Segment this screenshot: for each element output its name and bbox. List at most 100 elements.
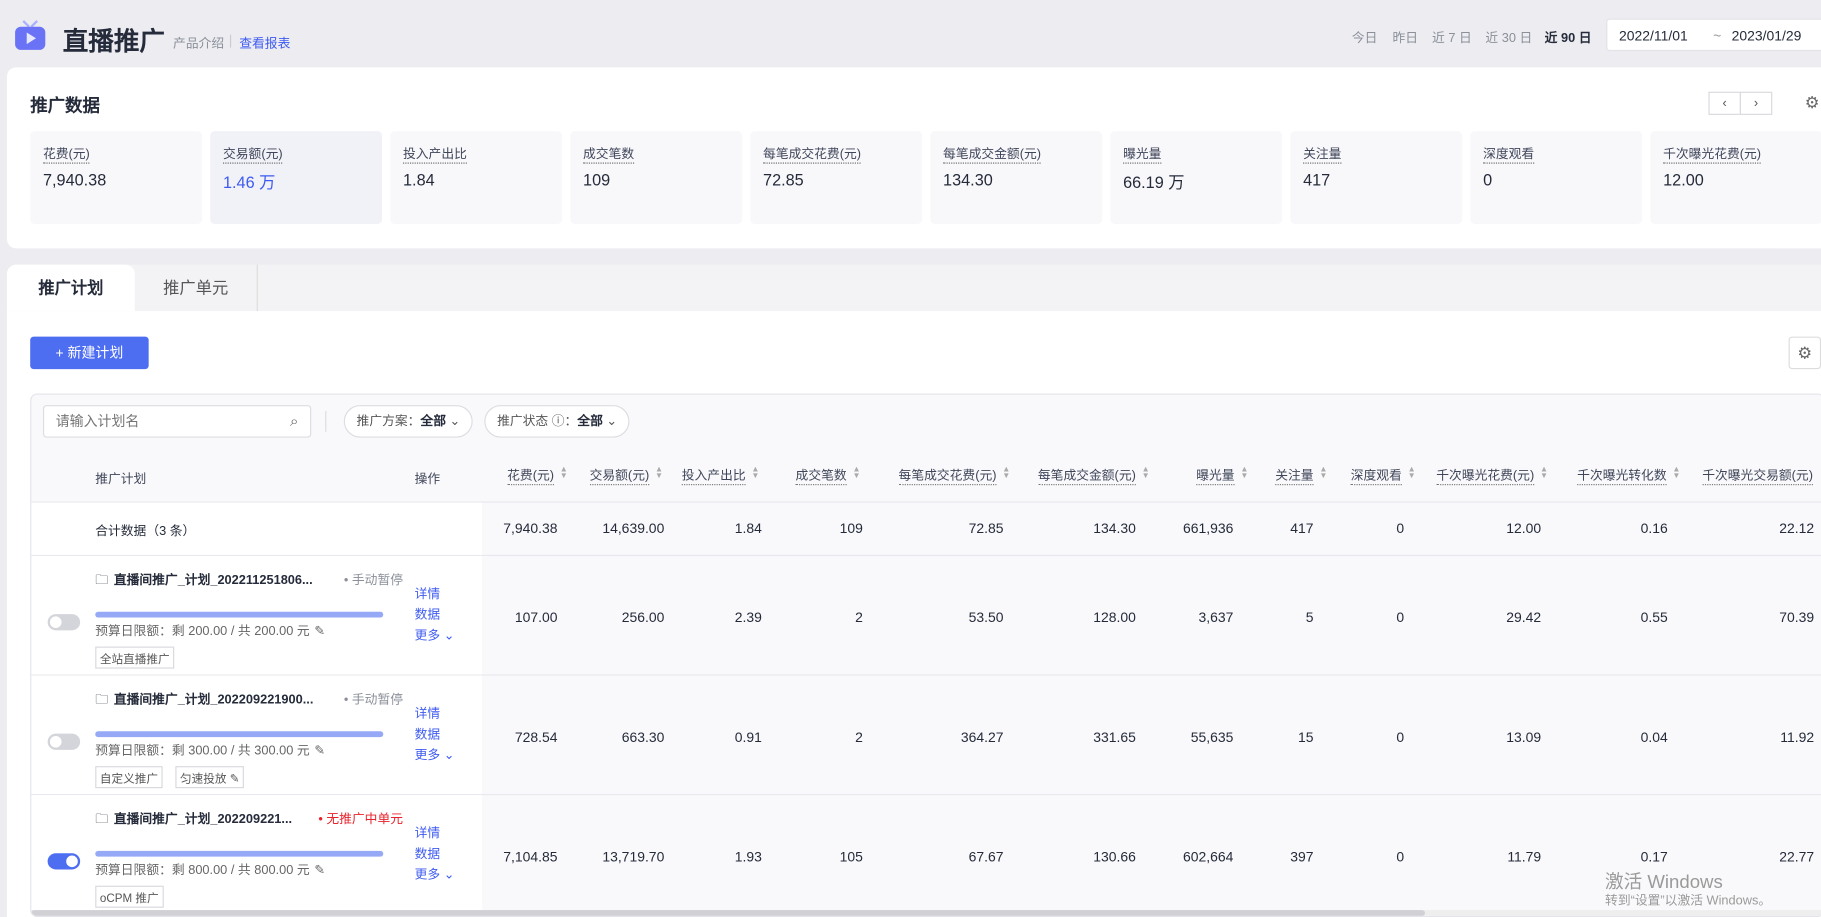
plan-name[interactable]: 直播间推广_计划_202209221900... [113, 692, 314, 707]
op-link-1[interactable]: 数据 [414, 727, 441, 742]
metric-value: 66.19 万 [1123, 172, 1185, 192]
cell-value: 109 [839, 520, 863, 537]
column-header[interactable]: 千次曝光交易额(元) [1702, 469, 1813, 486]
metric-card[interactable]: 每笔成交金额(元) 134.30 [930, 131, 1103, 225]
preset-4[interactable]: 近 90 日 [1544, 31, 1592, 46]
sort-icon[interactable]: ▲ ▼ [1240, 465, 1249, 481]
next-button[interactable]: › [1739, 91, 1773, 115]
budget-row: 预算日限额：剩 800.00 / 共 800.00 元 ✎ [95, 862, 325, 878]
metric-value: 1.84 [403, 170, 435, 190]
op-link-1[interactable]: 数据 [414, 608, 441, 623]
horizontal-scrollbar[interactable] [31, 910, 1821, 916]
metric-card[interactable]: 曝光量 66.19 万 [1110, 131, 1283, 225]
column-header[interactable]: 每笔成交花费(元) [898, 469, 997, 486]
metric-card[interactable]: 深度观看 0 [1470, 131, 1643, 225]
gear-icon[interactable]: ⚙ [1804, 92, 1820, 112]
column-header[interactable]: 每笔成交金额(元) [1037, 469, 1136, 486]
op-link-2[interactable]: 更多 ⌄ [414, 629, 455, 644]
op-link-2[interactable]: 更多 ⌄ [414, 748, 455, 763]
page-title: 直播推广 [62, 26, 165, 56]
cell-value: 15 [1298, 728, 1314, 746]
column-header[interactable]: 成交笔数 [795, 469, 847, 486]
sort-icon[interactable]: ▲ ▼ [1672, 465, 1681, 481]
scheme-filter[interactable]: 推广方案：全部 ⌄ [343, 405, 474, 438]
column-header[interactable]: 千次曝光花费(元) [1436, 469, 1535, 486]
cell-value: 11.79 [1507, 848, 1542, 865]
column-header[interactable]: 投入产出比 [681, 469, 746, 486]
table-settings-button[interactable]: ⚙ [1788, 336, 1821, 370]
plan-tag: 自定义推广 [95, 766, 163, 789]
metric-card[interactable]: 成交笔数 109 [570, 131, 743, 225]
date-end: 2023/01/29 [1731, 27, 1802, 45]
date-separator: ~ [1713, 27, 1722, 45]
sort-icon[interactable]: ▲ ▼ [751, 465, 760, 481]
metric-card[interactable]: 投入产出比 1.84 [390, 131, 563, 225]
gear-icon: ⚙ [1797, 343, 1813, 363]
tab-units[interactable]: 推广单元 [135, 264, 258, 312]
column-header[interactable]: 深度观看 [1350, 469, 1402, 486]
folder-icon: 🗀 [95, 573, 109, 588]
cell-value: 0 [1396, 728, 1405, 746]
windows-activation-title: 激活 Windows [1605, 872, 1723, 893]
op-link-1[interactable]: 数据 [414, 847, 441, 862]
cell-value: 331.65 [1093, 728, 1136, 746]
new-plan-button[interactable]: + 新建计划 [30, 336, 149, 370]
prev-button[interactable]: ‹ [1708, 91, 1741, 115]
column-header[interactable]: 曝光量 [1196, 469, 1235, 486]
cell-value: 128.00 [1093, 609, 1136, 626]
op-link-2[interactable]: 更多 ⌄ [414, 868, 455, 883]
metric-value: 109 [583, 170, 611, 190]
preset-2[interactable]: 近 7 日 [1432, 31, 1472, 46]
sort-icon[interactable]: ▲ ▼ [1319, 465, 1328, 481]
sort-icon[interactable]: ▲ ▼ [1407, 465, 1416, 481]
table-row: 🗀 直播间推广_计划_202209221900... • 手动暂停 预算日限额：剩 3… [31, 675, 1821, 796]
metric-card[interactable]: 花费(元) 7,940.38 [30, 131, 203, 225]
date-range-picker[interactable]: 2022/11/01 ~ 2023/01/29 [1606, 18, 1821, 52]
plan-name[interactable]: 直播间推广_计划_202211251806... [113, 573, 313, 588]
metric-card[interactable]: 每笔成交花费(元) 72.85 [750, 131, 923, 225]
cell-value: 0.16 [1640, 520, 1668, 537]
search-icon[interactable]: ⌕ [290, 412, 299, 430]
plan-toggle[interactable] [47, 733, 81, 750]
preset-0[interactable]: 今日 [1351, 31, 1378, 46]
cell-value: 2 [855, 728, 863, 746]
cell-value: 256.00 [621, 609, 665, 626]
edit-icon[interactable]: ✎ [314, 863, 326, 878]
plan-name[interactable]: 直播间推广_计划_202209221... [113, 812, 293, 827]
op-link-0[interactable]: 详情 [414, 826, 441, 841]
op-link-0[interactable]: 详情 [414, 587, 441, 602]
search-input[interactable] [55, 413, 277, 430]
cell-value: 14,639.00 [602, 520, 665, 537]
tab-plans[interactable]: 推广计划 [6, 264, 135, 312]
column-header[interactable]: 千次曝光转化数 [1577, 469, 1667, 486]
cell-value: 397 [1290, 848, 1314, 865]
column-header[interactable]: 关注量 [1275, 469, 1314, 486]
budget-text: 预算日限额：剩 200.00 / 共 200.00 元 [95, 624, 310, 639]
sort-icon[interactable]: ▲ ▼ [1002, 465, 1011, 481]
sort-icon[interactable]: ▲ ▼ [852, 465, 861, 481]
plan-toggle[interactable] [47, 853, 81, 870]
op-link-0[interactable]: 详情 [414, 706, 441, 721]
metric-card[interactable]: 千次曝光花费(元) 12.00 [1650, 131, 1821, 225]
column-header[interactable]: 花费(元) [507, 469, 554, 486]
cell-value: 55,635 [1190, 728, 1234, 746]
edit-icon[interactable]: ✎ [314, 744, 326, 759]
cell-value: 12.00 [1506, 520, 1542, 537]
product-intro-link[interactable]: 产品介绍 [173, 37, 225, 52]
plan-toggle[interactable] [47, 614, 81, 631]
preset-3[interactable]: 近 30 日 [1485, 31, 1533, 46]
view-report-link[interactable]: 查看报表 [239, 37, 291, 52]
sort-icon[interactable]: ▲ ▼ [559, 465, 568, 481]
column-header[interactable]: 交易额(元) [589, 469, 650, 486]
sort-icon[interactable]: ▲ ▼ [1141, 465, 1150, 481]
sort-icon[interactable]: ▲ ▼ [1540, 465, 1549, 481]
sort-icon[interactable]: ▲ ▼ [655, 465, 664, 481]
edit-icon[interactable]: ✎ [314, 624, 326, 639]
metric-card[interactable]: 关注量 417 [1290, 131, 1463, 225]
cell-value: 130.66 [1093, 848, 1136, 865]
metric-card[interactable]: 交易额(元) 1.46 万 [210, 131, 383, 225]
live-tv-icon [15, 20, 46, 50]
chevron-down-icon: ⌄ [606, 414, 618, 429]
preset-1[interactable]: 昨日 [1392, 31, 1419, 46]
status-filter[interactable]: 推广状态 ⓘ：全部 ⌄ [484, 405, 630, 438]
